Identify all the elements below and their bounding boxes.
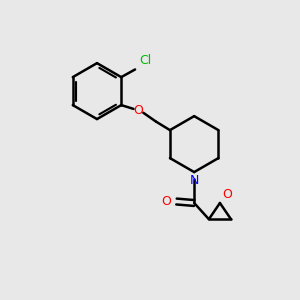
Text: O: O [134,104,143,117]
Text: O: O [222,188,232,201]
Text: O: O [161,195,171,208]
Text: Cl: Cl [139,54,151,67]
Text: N: N [190,174,199,187]
